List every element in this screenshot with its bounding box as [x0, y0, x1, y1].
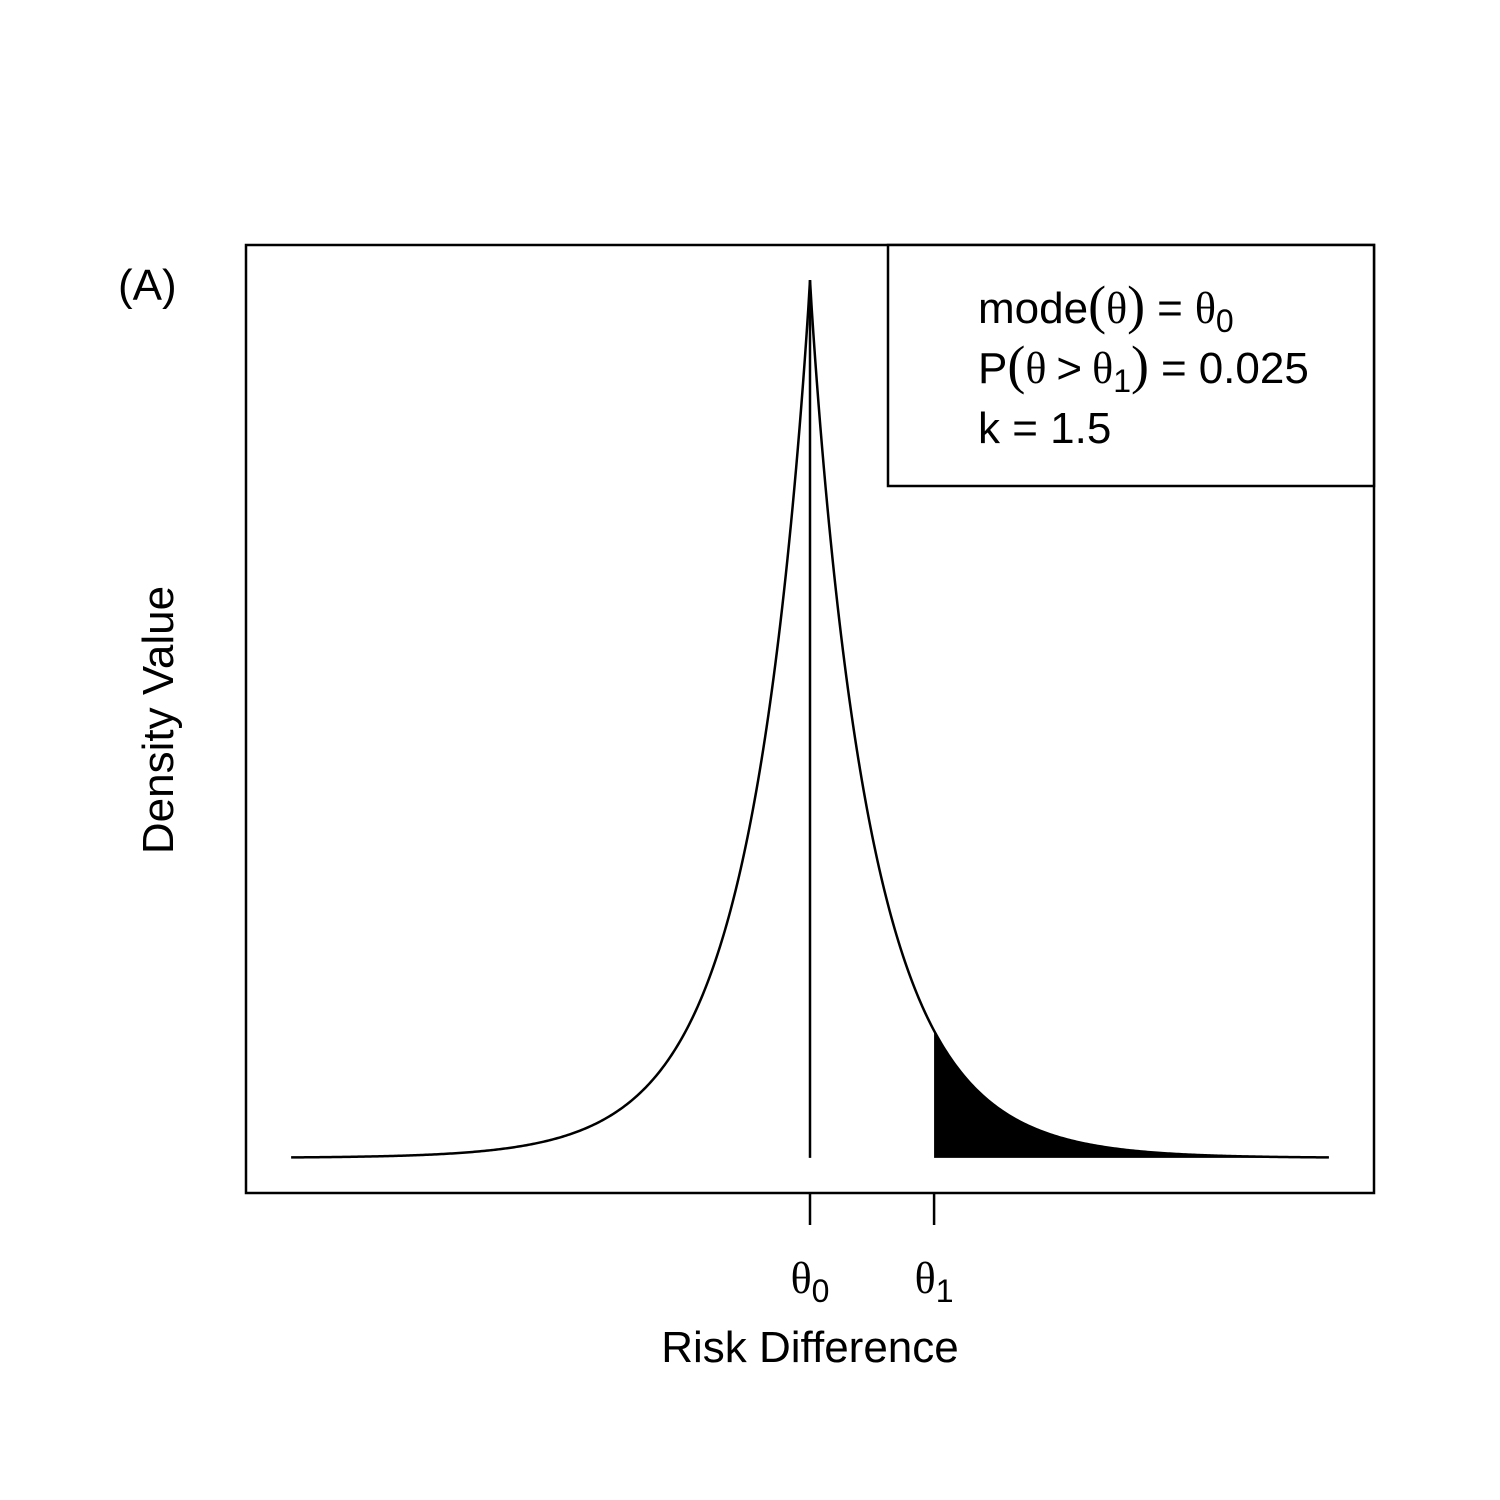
legend-mode-arg: θ	[1106, 284, 1127, 333]
x-axis-label: Risk Difference	[661, 1323, 959, 1372]
x-tick-label-1: θ1	[915, 1254, 954, 1309]
legend-mode-rhs-sub: 0	[1216, 303, 1234, 339]
density-curve	[291, 280, 1329, 1159]
legend-paren-open: (	[1088, 275, 1106, 335]
legend-prob-cmp: θ	[1092, 344, 1113, 393]
legend-prob-arg: θ	[1025, 344, 1046, 393]
legend-box	[886, 243, 1376, 488]
legend-equals: =	[1161, 344, 1187, 393]
legend-line-mode: mode(θ) = θ0	[978, 275, 1234, 339]
legend-prob-op: >	[1056, 344, 1082, 393]
legend-paren-close: )	[1127, 275, 1145, 335]
legend-mode-rhs: θ	[1195, 284, 1216, 333]
tail-area-fill	[934, 1030, 1329, 1158]
legend-line-k: k = 1.5	[978, 404, 1111, 453]
x-axis-ticks: θ0 θ1	[791, 1193, 954, 1309]
legend-paren-open: (	[1007, 335, 1025, 395]
legend: mode(θ) = θ0 P(θ > θ1) = 0.025 k = 1.5	[886, 243, 1376, 488]
legend-prob-cmp-sub: 1	[1113, 363, 1131, 399]
y-axis-label: Density Value	[134, 586, 183, 854]
legend-line-probability: P(θ > θ1) = 0.025	[978, 335, 1309, 399]
legend-prob-name: P	[978, 344, 1007, 393]
legend-paren-close: )	[1131, 335, 1149, 395]
legend-equals: =	[1157, 284, 1183, 333]
x-tick-label-0: θ0	[791, 1254, 830, 1309]
panel-label: (A)	[118, 261, 177, 310]
legend-mode-name: mode	[978, 284, 1088, 333]
legend-prob-value: 0.025	[1199, 344, 1309, 393]
